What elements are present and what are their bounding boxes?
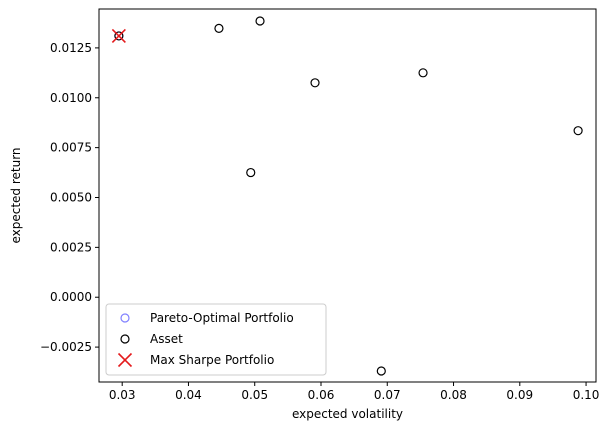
x-tick-label: 0.04 xyxy=(175,388,202,402)
y-tick-label: 0.0025 xyxy=(50,240,92,254)
asset-point xyxy=(214,23,224,33)
legend-frame xyxy=(105,303,327,376)
x-tick-label: 0.09 xyxy=(506,388,533,402)
data-points xyxy=(111,16,583,376)
legend-marker-asset xyxy=(120,334,130,344)
asset-point xyxy=(246,167,256,178)
asset-point xyxy=(418,68,428,78)
legend-label-max-sharpe-portfolio: Max Sharpe Portfolio xyxy=(150,353,274,367)
x-tick-label: 0.06 xyxy=(308,388,335,402)
y-axis-label: expected return xyxy=(9,147,23,243)
y-tick-label: −0.0025 xyxy=(40,340,92,354)
x-tick-label: 0.10 xyxy=(573,388,600,402)
legend-label-pareto-optimal-portfolio: Pareto-Optimal Portfolio xyxy=(150,311,294,325)
y-tick-label: 0.0050 xyxy=(50,190,92,204)
y-tick-label: 0.0100 xyxy=(50,91,92,105)
y-tick-label: 0.0000 xyxy=(50,290,92,304)
x-tick-label: 0.07 xyxy=(374,388,401,402)
legend-marker-pareto-optimal-portfolio xyxy=(120,313,130,323)
asset-point xyxy=(114,31,124,41)
y-axis-ticks: −0.0025 0.0000 0.0025 0.0050 0.0075 0.0100 0.0… xyxy=(40,41,99,354)
legend-marker-max-sharpe-portfolio xyxy=(117,352,133,368)
legend: Pareto-Optimal Portfolio Asset Max Sharpe … xyxy=(105,303,327,376)
asset-point xyxy=(376,366,386,376)
y-tick-label: 0.0075 xyxy=(50,141,92,155)
x-tick-label: 0.03 xyxy=(109,388,136,402)
asset-point xyxy=(573,126,583,136)
legend-label-asset: Asset xyxy=(150,332,183,346)
asset-point xyxy=(310,78,320,88)
x-axis-label: expected volatility xyxy=(292,407,403,421)
x-axis-ticks: 0.03 0.04 0.05 0.06 0.07 0.08 0.09 0.10 xyxy=(109,382,600,402)
max-sharpe-portfolio-point xyxy=(111,28,126,43)
x-tick-label: 0.05 xyxy=(241,388,268,402)
asset-point xyxy=(255,16,265,26)
x-tick-label: 0.08 xyxy=(440,388,467,402)
y-tick-label: 0.0125 xyxy=(50,41,92,55)
